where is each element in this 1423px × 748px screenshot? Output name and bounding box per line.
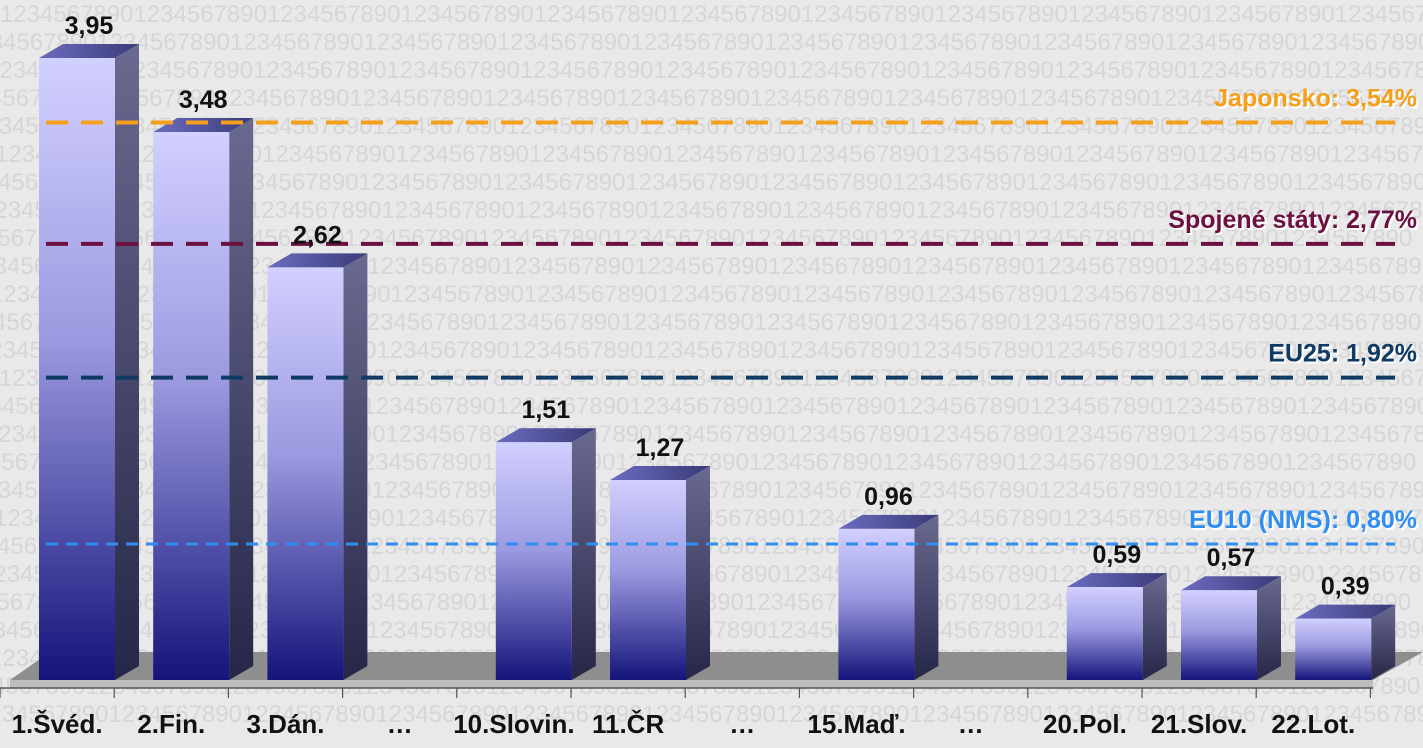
bar-21-slov (1181, 576, 1281, 680)
reference-label-shadow: EU25: 1,92% (1270, 342, 1419, 370)
x-tick-label: … (387, 709, 413, 739)
bar-10-slovin (495, 428, 596, 680)
bar-top (39, 44, 139, 58)
bar-1-sved (39, 44, 139, 680)
reference-label: Spojené státy: 2,77% (1168, 206, 1417, 234)
bar-front (1295, 618, 1372, 680)
bar-side (1257, 576, 1281, 680)
bars-group (39, 44, 1396, 680)
bar-11-cr (610, 466, 710, 680)
x-tick-label: 11.ČR (592, 709, 664, 739)
value-label: 0,57 (1207, 544, 1256, 572)
bar-top (1066, 573, 1167, 588)
bar-top (267, 253, 368, 268)
x-tick-label: 1.Švéd. (12, 709, 103, 739)
bar-side (1142, 573, 1167, 680)
bar-side (686, 466, 710, 680)
background-digits: 1234567890123456789012345678901234567890… (0, 85, 1417, 112)
background-digits: 1234567890123456789012345678901234567890… (0, 57, 1423, 84)
background-digits: 1234567890123456789012345678901234567890… (0, 29, 1423, 56)
bar-22-lot (1295, 604, 1396, 680)
value-label: 1,51 (521, 396, 570, 424)
x-tick-label: 2.Fin. (137, 709, 205, 739)
bar-2-fin (153, 118, 254, 680)
value-label: 0,39 (1321, 573, 1370, 601)
bar-side (914, 514, 939, 680)
bar-side (343, 253, 368, 680)
reference-label-shadow: Spojené státy: 2,77% (1170, 208, 1419, 236)
bar-front (610, 480, 686, 680)
value-label: 1,27 (636, 434, 685, 462)
reference-label-shadow: EU10 (NMS): 0,80% (1191, 508, 1419, 536)
bar-front (1066, 587, 1143, 680)
reference-line-eu10-nms: EU10 (NMS): 0,80%EU10 (NMS): 0,80% (46, 506, 1419, 546)
x-tick-label: 15.Maď. (807, 709, 905, 739)
reference-label: EU10 (NMS): 0,80% (1189, 506, 1417, 534)
x-tick-label: 22.Lot. (1271, 709, 1355, 739)
reference-label-shadow: Japonsko: 3,54% (1216, 87, 1419, 115)
x-tick-label: 3.Dán. (246, 709, 324, 739)
reference-line-spojene-staty: Spojené státy: 2,77%Spojené státy: 2,77% (46, 206, 1419, 246)
value-label: 3,95 (65, 12, 114, 40)
bar-front (838, 528, 915, 680)
reference-label: EU25: 1,92% (1268, 340, 1417, 368)
value-label: 3,48 (179, 86, 228, 114)
x-tick-label: 10.Slovin. (453, 709, 574, 739)
reference-lines-group: Japonsko: 3,54%Japonsko: 3,54% Spojené st… (46, 85, 1419, 546)
bar-front (153, 132, 230, 680)
x-tick-label: … (729, 709, 755, 739)
bar-front (267, 267, 344, 680)
floor-front (10, 680, 1373, 688)
bar-side (115, 44, 139, 680)
bar-side (571, 428, 596, 680)
value-label: 0,96 (864, 483, 913, 511)
bar-20-pol (1066, 573, 1167, 680)
reference-line-japonsko: Japonsko: 3,54%Japonsko: 3,54% (46, 85, 1419, 125)
value-label: 0,59 (1092, 541, 1141, 569)
x-tick-label: … (958, 709, 984, 739)
labels-group: 1.Švéd. 3,95 2.Fin. 3,48 3.Dán. 2,62 … 10.Slovi… (12, 12, 1370, 739)
bar-front (1181, 590, 1257, 680)
reference-label: Japonsko: 3,54% (1214, 85, 1417, 113)
background-digits: 1234567890123456789012345678901234567890… (0, 701, 1423, 728)
bar-top (495, 428, 596, 443)
bar-top (838, 514, 939, 529)
x-tick-label: 20.Pol. (1043, 709, 1127, 739)
bar-side (229, 118, 254, 680)
bar-top (610, 466, 710, 481)
bar-15-mad (838, 514, 939, 680)
x-tick-label: 21.Slov. (1151, 709, 1247, 739)
bar-3-dan (267, 253, 368, 680)
bar-front (495, 442, 572, 680)
bar-top (1295, 604, 1396, 619)
bar-top (1181, 576, 1281, 591)
bar-side (1371, 604, 1396, 680)
bar-front (39, 58, 115, 680)
background-digits: 1234567890123456789012345678901234567890… (0, 1, 1423, 28)
value-label: 2,62 (293, 221, 342, 249)
reference-line-eu25: EU25: 1,92%EU25: 1,92% (46, 340, 1419, 380)
